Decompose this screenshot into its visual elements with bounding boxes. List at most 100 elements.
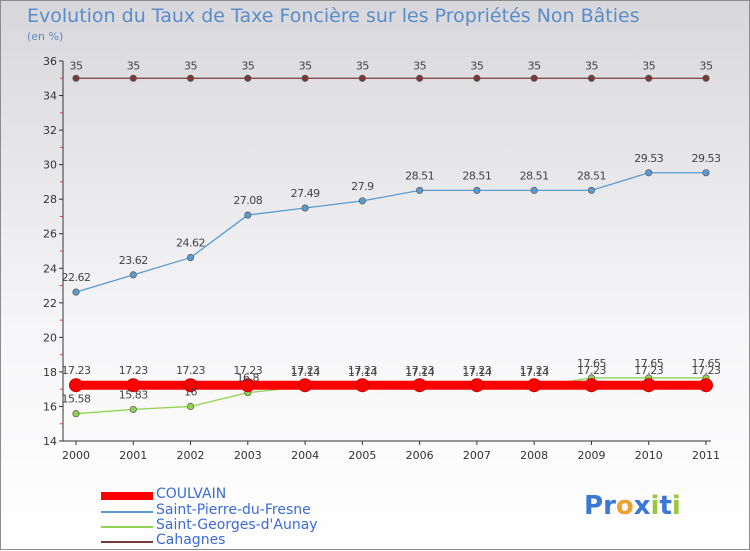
data-label: 17.23: [233, 364, 262, 377]
data-label: 28.51: [577, 169, 606, 182]
data-point: [473, 186, 481, 194]
data-label: 17.65: [634, 357, 663, 370]
data-point: [72, 410, 80, 418]
data-point: [641, 378, 656, 393]
logo-letter: x: [633, 491, 651, 521]
legend-label: Cahagnes: [156, 532, 226, 548]
x-tick-label: 2008: [520, 449, 548, 462]
x-tick-label: 2000: [62, 449, 90, 462]
data-label: 17.23: [291, 364, 320, 377]
data-label: 29.53: [692, 152, 721, 165]
legend-label: COULVAIN: [156, 486, 227, 502]
data-point: [358, 74, 366, 82]
data-point: [186, 254, 195, 262]
data-label: 35: [70, 59, 83, 72]
data-point: [587, 186, 596, 194]
data-point: [72, 74, 80, 82]
data-point: [186, 402, 195, 411]
data-label: 28.51: [520, 169, 549, 182]
data-point: [240, 378, 255, 393]
data-point: [183, 378, 198, 393]
y-unit-label: (en %): [27, 30, 64, 43]
data-label: 17.23: [634, 364, 663, 377]
data-point: [473, 74, 481, 82]
data-label: 35: [700, 59, 713, 72]
chart-title: Evolution du Taux de Taxe Foncière sur l…: [27, 5, 640, 27]
legend-swatch: [101, 541, 153, 543]
data-point: [702, 169, 710, 177]
data-label: 17.14: [520, 366, 549, 379]
logo-letter: P: [584, 491, 604, 521]
x-tick-label: 2009: [577, 449, 605, 462]
data-label: 17.23: [520, 364, 549, 377]
logo-letter: i: [650, 491, 660, 521]
data-point: [530, 186, 538, 194]
data-label: 27.9: [351, 180, 374, 193]
series-line-saint-pierre-du-fresne: [75, 172, 706, 293]
legend-label: Saint-Georges-d'Aunay: [156, 517, 318, 533]
data-label: 17.23: [692, 364, 721, 377]
data-label: 17.65: [692, 357, 721, 370]
data-label: 35: [299, 59, 312, 72]
x-tick-label: 2005: [348, 449, 376, 462]
data-label: 17.65: [577, 357, 606, 370]
data-label: 15.83: [119, 388, 148, 401]
data-label: 35: [184, 59, 197, 72]
logo-letter: i: [671, 491, 681, 521]
data-label: 17.23: [577, 364, 606, 377]
data-label: 17.14: [348, 366, 377, 379]
data-point: [702, 74, 710, 82]
x-tick-label: 2003: [234, 449, 262, 462]
data-point: [129, 74, 137, 82]
data-point: [645, 74, 653, 82]
data-point: [301, 204, 309, 212]
logo-letter: o: [615, 491, 634, 521]
legend-swatch: [101, 492, 153, 500]
data-point: [416, 186, 424, 194]
data-label: 17.14: [291, 366, 320, 379]
data-point: [72, 288, 80, 296]
data-label: 35: [642, 59, 655, 72]
data-label: 17.23: [62, 364, 91, 377]
legend-label: Saint-Pierre-du-Fresne: [156, 502, 311, 518]
data-point: [186, 74, 195, 82]
data-point: [244, 74, 252, 82]
y-tick-label: 16: [43, 400, 57, 413]
logo-letter: r: [603, 491, 616, 521]
y-tick-label: 36: [43, 55, 57, 68]
data-label: 35: [470, 59, 483, 72]
y-tick-label: 14: [43, 435, 57, 448]
data-label: 27.49: [291, 187, 320, 200]
data-point: [527, 378, 542, 393]
data-label: 35: [413, 59, 426, 72]
y-tick-label: 22: [43, 297, 57, 310]
data-point: [699, 378, 713, 393]
data-label: 15.58: [62, 393, 91, 406]
data-point: [587, 74, 596, 82]
data-label: 24.62: [176, 237, 205, 250]
x-tick-label: 2011: [692, 449, 720, 462]
x-tick-label: 2007: [463, 449, 491, 462]
x-tick-label: 2004: [291, 449, 319, 462]
x-tick-label: 2001: [119, 449, 147, 462]
data-label: 28.51: [405, 169, 434, 182]
proxiti-logo: Proxiti: [584, 491, 681, 521]
data-point: [355, 378, 370, 393]
data-label: 35: [241, 59, 254, 72]
y-tick-label: 28: [43, 193, 57, 206]
data-point: [129, 271, 137, 279]
y-tick-label: 34: [43, 90, 57, 103]
data-point: [584, 378, 599, 393]
x-tick-label: 2002: [177, 449, 205, 462]
data-point: [416, 74, 424, 82]
y-tick-label: 18: [43, 366, 57, 379]
data-point: [358, 197, 366, 205]
data-label: 16: [184, 385, 197, 398]
data-point: [412, 378, 427, 393]
y-tick-label: 26: [43, 228, 57, 241]
x-tick-label: 2010: [635, 449, 663, 462]
data-label: 17.14: [405, 366, 434, 379]
x-tick-label: 2006: [406, 449, 434, 462]
legend-swatch: [101, 526, 153, 528]
